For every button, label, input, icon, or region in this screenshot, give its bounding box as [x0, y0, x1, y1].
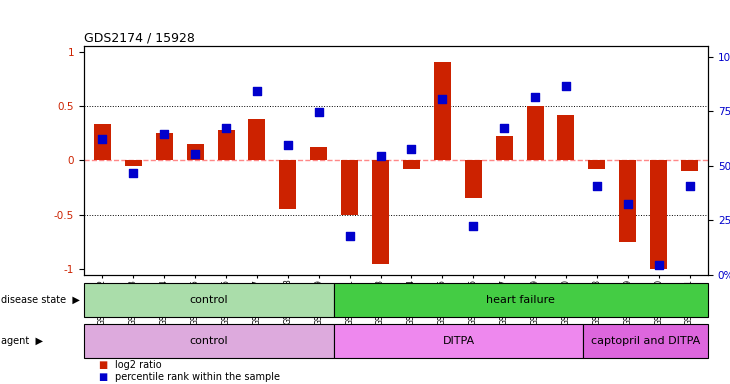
Point	[128, 170, 139, 177]
Point	[591, 184, 603, 190]
Text: agent  ▶: agent ▶	[1, 336, 43, 346]
Point	[622, 201, 634, 207]
Bar	[588, 161, 605, 169]
Bar	[583, 324, 708, 358]
Point	[684, 184, 696, 190]
Point	[374, 153, 386, 159]
Bar	[125, 161, 142, 166]
Point	[96, 136, 108, 142]
Bar	[334, 283, 708, 317]
Bar	[496, 136, 512, 161]
Point	[499, 124, 510, 131]
Text: ■: ■	[99, 372, 108, 382]
Bar	[280, 161, 296, 209]
Text: DITPA: DITPA	[442, 336, 474, 346]
Text: heart failure: heart failure	[486, 295, 556, 305]
Bar	[84, 283, 334, 317]
Point	[251, 88, 263, 94]
Text: captopril and DITPA: captopril and DITPA	[591, 336, 700, 346]
Text: disease state  ▶: disease state ▶	[1, 295, 80, 305]
Bar	[526, 106, 544, 161]
Point	[560, 83, 572, 89]
Point	[406, 146, 418, 152]
Bar	[310, 147, 327, 161]
Text: percentile rank within the sample: percentile rank within the sample	[115, 372, 280, 382]
Bar	[681, 161, 698, 171]
Point	[158, 131, 170, 137]
Bar	[94, 124, 111, 161]
Point	[313, 109, 325, 116]
Text: GDS2174 / 15928: GDS2174 / 15928	[84, 32, 195, 45]
Bar	[84, 324, 334, 358]
Point	[467, 223, 479, 229]
Text: control: control	[190, 336, 228, 346]
Text: log2 ratio: log2 ratio	[115, 360, 161, 370]
Point	[344, 233, 356, 240]
Bar	[372, 161, 389, 264]
Bar	[403, 161, 420, 169]
Point	[282, 142, 293, 148]
Point	[189, 151, 201, 157]
Point	[220, 124, 232, 131]
Bar	[434, 63, 451, 161]
Point	[437, 96, 448, 103]
Bar	[334, 324, 583, 358]
Bar	[218, 130, 234, 161]
Bar	[558, 115, 575, 161]
Text: control: control	[190, 295, 228, 305]
Bar	[619, 161, 637, 242]
Bar	[187, 144, 204, 161]
Point	[529, 94, 541, 100]
Bar	[155, 133, 173, 161]
Bar	[650, 161, 667, 269]
Bar	[248, 119, 266, 161]
Bar	[465, 161, 482, 199]
Bar	[341, 161, 358, 215]
Text: ■: ■	[99, 360, 108, 370]
Point	[653, 262, 664, 268]
